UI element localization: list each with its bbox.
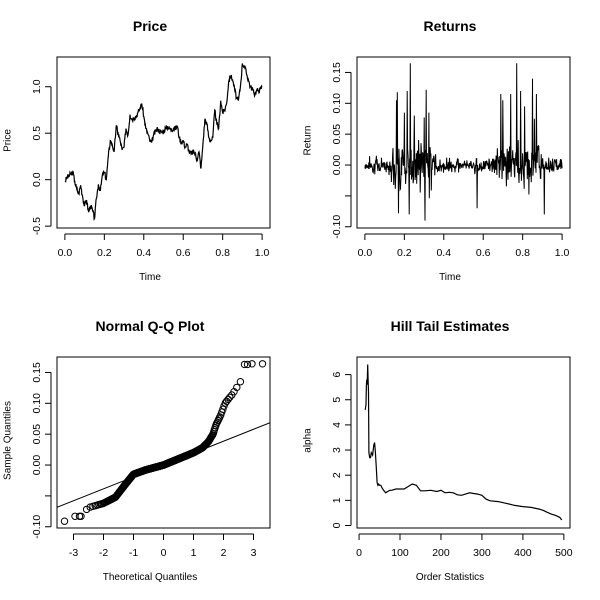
y-tick-label: 0.00 [31, 455, 43, 476]
y-tick-label: 4 [331, 422, 343, 428]
returns-line [364, 63, 563, 221]
x-axis-label: Theoretical Quantiles [102, 572, 198, 583]
x-tick-label: -1 [129, 547, 138, 559]
y-tick-label: 1.0 [31, 79, 43, 94]
price-line [64, 63, 263, 221]
x-tick-label: 0 [161, 547, 167, 559]
x-axis-label: Time [139, 272, 161, 283]
plot-box [356, 356, 571, 529]
x-axis-label: Order Statistics [415, 572, 485, 583]
price-panel: Price Time Price 0.0 0.2 0.4 0.6 0.8 1.0 -0.5 0… [0, 0, 300, 300]
y-tick-label: -0.10 [331, 215, 343, 239]
x-tick-label: 0.4 [136, 247, 151, 259]
x-tick-label: 0.6 [176, 247, 191, 259]
returns-panel: Returns Time Return 0.0 0.2 0.4 0.6 0.8 1.0 -0… [300, 0, 600, 300]
chart-title: Returns [423, 18, 477, 34]
y-tick-label: -0.5 [31, 217, 43, 235]
x-axis-label: Time [439, 272, 461, 283]
y-tick-label: 0.00 [331, 155, 343, 176]
plot-box [356, 56, 571, 229]
x-tick-label: 500 [555, 547, 573, 559]
y-tick-label: 0.0 [31, 172, 43, 187]
y-tick-label: 6 [331, 372, 343, 378]
y-tick-label: 2 [331, 472, 343, 478]
y-tick-label: 5 [331, 397, 343, 403]
x-tick-label: 400 [514, 547, 532, 559]
y-tick-label: 0.15 [31, 362, 43, 383]
x-tick-label: -2 [99, 547, 108, 559]
x-tick-label: 0.4 [436, 247, 451, 259]
y-tick-label: 0 [331, 522, 343, 528]
x-tick-label: 300 [473, 547, 491, 559]
hill-plot: 0 100 200 300 400 500 0 1 2 3 4 5 6 [331, 356, 573, 559]
chart-title: Price [132, 18, 168, 34]
x-tick-label: 200 [432, 547, 450, 559]
plot-box [56, 356, 271, 529]
x-tick-label: 3 [251, 547, 257, 559]
x-tick-label: 0 [356, 547, 362, 559]
x-tick-label: 1.0 [555, 247, 570, 259]
chart-title: Hill Tail Estimates [390, 318, 510, 334]
qq-panel: Normal Q-Q Plot Theoretical Quantiles Sa… [0, 300, 300, 600]
returns-plot: 0.0 0.2 0.4 0.6 0.8 1.0 -0.10 0.00 0.05 0.10 0.15 [331, 56, 571, 259]
x-tick-label: 1 [191, 547, 197, 559]
x-tick-label: 0.6 [476, 247, 491, 259]
x-tick-label: 0.8 [215, 247, 230, 259]
y-tick-label: 0.5 [31, 126, 43, 141]
x-tick-label: 0.8 [515, 247, 530, 259]
plot-box [56, 56, 271, 229]
x-tick-label: 0.0 [358, 247, 373, 259]
y-tick-label: 0.05 [331, 124, 343, 145]
y-tick-label: 0.10 [31, 393, 43, 414]
x-tick-label: -3 [69, 547, 78, 559]
x-tick-label: 0.2 [397, 247, 412, 259]
y-tick-label: 0.05 [31, 424, 43, 445]
y-tick-label: 0.15 [331, 62, 343, 83]
chart-title: Normal Q-Q Plot [95, 318, 205, 334]
y-tick-label: 3 [331, 447, 343, 453]
x-tick-label: 2 [221, 547, 227, 559]
x-tick-label: 100 [391, 547, 409, 559]
qq-plot: -3 -2 -1 0 1 2 3 -0.10 0.00 0.05 0.10 0.15 [31, 356, 271, 559]
x-tick-label: 0.0 [58, 247, 73, 259]
y-tick-label: 1 [331, 497, 343, 503]
price-plot: 0.0 0.2 0.4 0.6 0.8 1.0 -0.5 0.0 0.5 1.0 [31, 56, 271, 259]
x-tick-label: 1.0 [255, 247, 270, 259]
qq-points [60, 360, 267, 525]
y-tick-label: 0.10 [331, 93, 343, 114]
hill-panel: Hill Tail Estimates Order Statistics alp… [300, 300, 600, 600]
y-tick-label: -0.10 [31, 515, 43, 539]
x-tick-label: 0.2 [97, 247, 112, 259]
hill-line [364, 364, 563, 521]
